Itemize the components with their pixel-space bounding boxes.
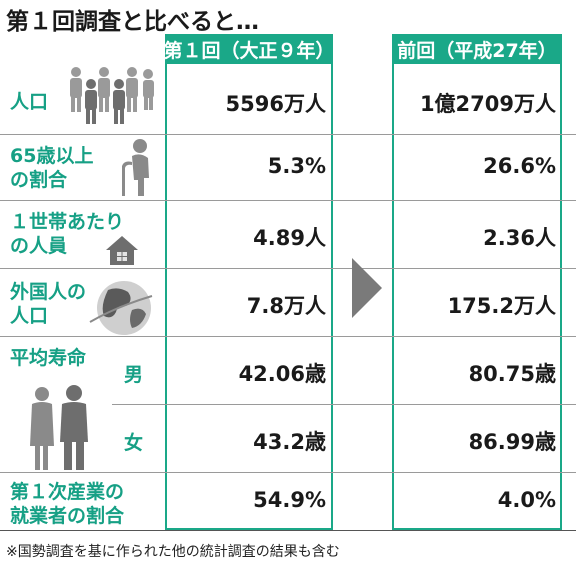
value-previous-population: 1億2709万人 <box>419 92 556 116</box>
value-previous-household: 2.36人 <box>483 226 556 250</box>
row-label-population: 人口 <box>10 91 49 113</box>
column-header-first: 第１回（大正９年） <box>164 34 335 64</box>
row-divider <box>0 472 576 473</box>
column-header-previous: 前回（平成27年） <box>392 34 562 64</box>
value-first-population: 5596万人 <box>225 92 326 116</box>
elderly-person-icon <box>122 139 149 196</box>
row-label-elderly: 65歳以上 の割合 <box>10 145 94 191</box>
row-label-foreign: 外国人の 人口 <box>10 281 87 327</box>
sex-label-male: 男 <box>124 364 144 386</box>
row-divider <box>0 268 576 269</box>
couple-icon <box>30 385 88 470</box>
row-divider <box>0 336 576 337</box>
value-first-life-male: 42.06歳 <box>238 362 326 386</box>
value-first-primary-industry: 54.9% <box>253 488 326 512</box>
value-previous-life-female: 86.99歳 <box>468 430 556 454</box>
row-label-household: １世帯あたり の人員 <box>10 211 125 257</box>
house-icon <box>106 236 138 265</box>
value-previous-foreign: 175.2万人 <box>447 294 556 318</box>
row-label-life-expectancy: 平均寿命 <box>10 347 87 369</box>
table-bottom-line <box>0 530 576 531</box>
value-first-elderly: 5.3% <box>267 154 326 178</box>
comparison-arrow-icon <box>352 258 382 318</box>
row-divider <box>112 404 576 405</box>
sex-label-female: 女 <box>124 432 144 454</box>
page-title: 第１回調査と比べると… <box>6 9 259 35</box>
column-previous <box>392 64 562 530</box>
value-previous-elderly: 26.6% <box>483 154 556 178</box>
row-divider <box>0 200 576 201</box>
row-divider <box>0 134 576 135</box>
row-label-primary-industry: 第１次産業の 就業者の割合 <box>10 481 125 527</box>
value-first-life-female: 43.2歳 <box>253 430 326 454</box>
value-previous-primary-industry: 4.0% <box>497 488 556 512</box>
value-previous-life-male: 80.75歳 <box>468 362 556 386</box>
value-first-foreign: 7.8万人 <box>246 294 326 318</box>
value-first-household: 4.89人 <box>253 226 326 250</box>
globe-icon <box>89 281 153 335</box>
footnote: ※国勢調査を基に作られた他の統計調査の結果も含む <box>6 544 340 560</box>
column-first <box>165 64 333 530</box>
people-group-icon <box>70 67 154 124</box>
